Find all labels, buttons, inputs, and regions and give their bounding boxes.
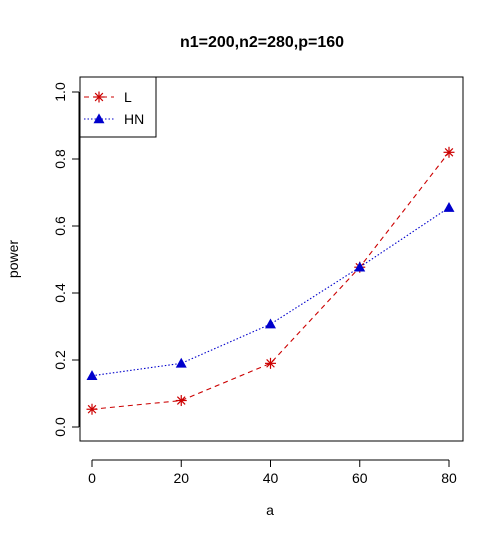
y-tick-label: 0.8: [52, 149, 68, 169]
data-point-l: [443, 146, 455, 158]
x-tick-label: 60: [352, 470, 368, 486]
x-tick-label: 40: [263, 470, 279, 486]
legend: L HN: [79, 76, 157, 138]
data-point-hn: [175, 357, 187, 368]
data-point-hn: [265, 318, 276, 329]
data-point-l: [86, 403, 98, 415]
y-tick-label: 0.4: [52, 283, 68, 303]
plot-frame: [79, 76, 464, 442]
x-tick-label: 0: [88, 470, 96, 486]
legend-label-hn: HN: [124, 111, 144, 127]
series-layer: [86, 146, 455, 415]
y-tick-label: 0.6: [52, 216, 68, 236]
x-axis: 0 20 40 60 80: [88, 459, 457, 486]
series-line-hn: [91, 207, 450, 377]
chart-title: n1=200,n2=280,p=160: [180, 34, 344, 51]
data-point-l: [175, 395, 187, 407]
legend-label-l: L: [124, 89, 132, 105]
data-point-hn: [443, 201, 455, 212]
y-tick-label: 1.0: [52, 82, 68, 102]
x-tick-label: 20: [173, 470, 189, 486]
y-axis-title: power: [5, 240, 21, 278]
y-axis: 0.0 0.2 0.4 0.6 0.8 1.0: [52, 82, 80, 437]
data-point-l: [265, 357, 276, 369]
data-point-hn: [86, 370, 98, 380]
series-line-l: [91, 151, 450, 410]
legend-box: [79, 76, 157, 138]
y-tick-label: 0.2: [52, 350, 68, 370]
legend-marker-hn: [93, 113, 105, 124]
x-tick-label: 80: [441, 470, 457, 486]
data-point-hn: [354, 261, 366, 272]
legend-marker-l: [93, 91, 105, 103]
x-axis-title: a: [266, 502, 274, 518]
y-tick-label: 0.0: [52, 417, 68, 437]
